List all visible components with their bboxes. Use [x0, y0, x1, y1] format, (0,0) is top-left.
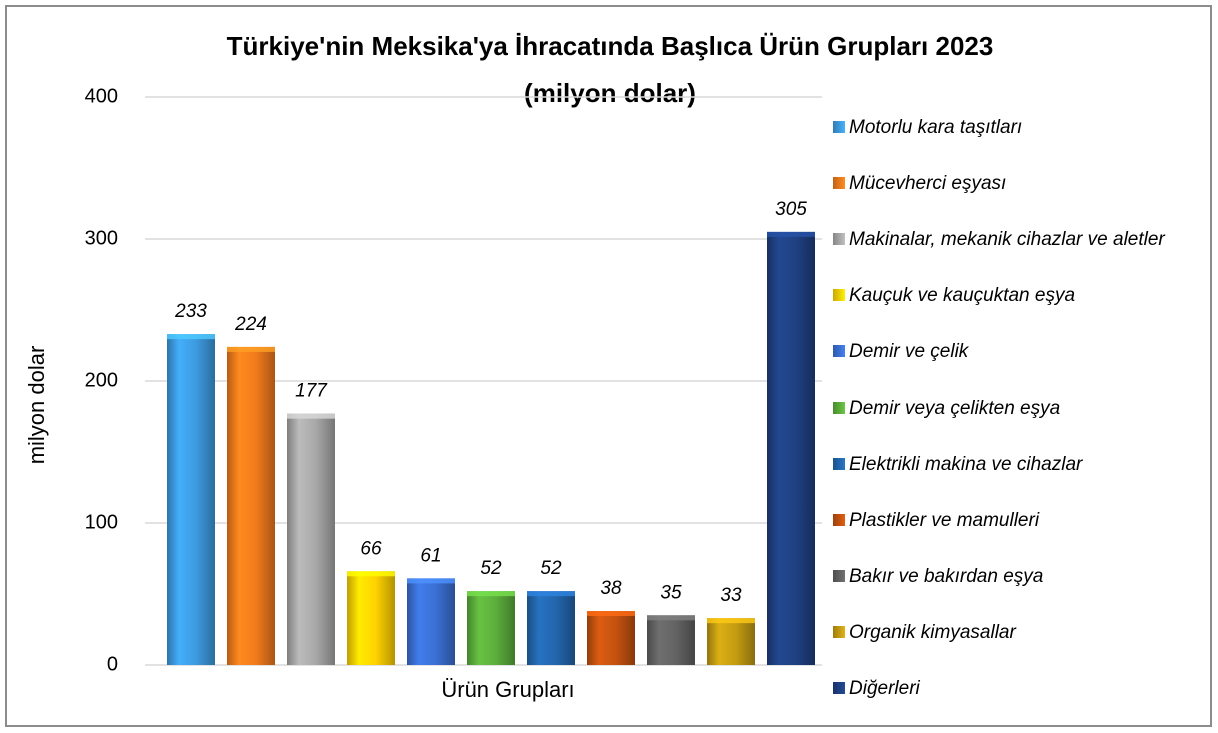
bar [347, 571, 395, 665]
legend-swatch [833, 121, 845, 133]
bar [227, 346, 275, 665]
y-tick-label: 400 [85, 85, 118, 107]
bar-top [287, 413, 335, 419]
data-label: 35 [660, 582, 682, 603]
bar [647, 615, 695, 665]
legend-label: Elektrikli makina ve cihazlar [849, 453, 1083, 475]
bar-top [767, 231, 815, 237]
bar-top [407, 578, 455, 584]
bar-top [347, 571, 395, 577]
data-label: 61 [420, 545, 441, 566]
y-tick-label: 0 [107, 653, 118, 675]
legend-label: Kauçuk ve kauçuktan eşya [849, 285, 1076, 307]
legend-label: Motorlu kara taşıtları [849, 117, 1023, 138]
y-tick-label: 200 [85, 369, 118, 391]
bar [467, 591, 515, 665]
bar-top [167, 334, 215, 340]
data-label: 66 [360, 538, 382, 559]
chart-title: Türkiye'nin Meksika'ya İhracatında Başlı… [227, 31, 994, 61]
bar [587, 611, 635, 665]
legend-swatch [833, 457, 845, 470]
legend-item: Makinalar, mekanik cihazlar ve aletler [833, 227, 1213, 252]
legend-label: Plastikler ve mamulleri [849, 509, 1040, 531]
bar-top [587, 611, 635, 617]
chart-subtitle: (milyon dolar) [524, 78, 696, 108]
legend-swatch [833, 513, 845, 526]
bar [527, 591, 575, 665]
bar-top [647, 615, 695, 621]
data-label: 52 [540, 558, 562, 579]
bar [707, 618, 755, 665]
legend-swatch [833, 289, 845, 302]
data-label: 224 [234, 314, 267, 335]
legend-item: Plastikler ve mamulleri [833, 508, 1213, 533]
legend-item: Demir veya çelikten eşya [833, 396, 1213, 421]
legend-swatch [833, 401, 845, 414]
legend-item: Motorlu kara taşıtları [833, 115, 1213, 140]
bar [167, 334, 215, 665]
legend-swatch [833, 625, 845, 638]
legend-swatch [833, 682, 845, 694]
legend-label: Bakır ve bakırdan eşya [849, 565, 1044, 587]
legend-item: Elektrikli makina ve cihazlar [833, 452, 1213, 477]
legend-swatch [833, 233, 845, 246]
y-axis-label: milyon dolar [24, 346, 49, 465]
x-axis-label: Ürün Grupları [441, 677, 574, 702]
legend-swatch [833, 569, 845, 582]
data-label: 38 [600, 578, 622, 599]
bar-top [227, 346, 275, 352]
legend-item: Kauçuk ve kauçuktan eşya [833, 283, 1213, 308]
data-label: 33 [720, 585, 742, 606]
legend-label: Organik kimyasallar [849, 621, 1016, 643]
legend-item: Organik kimyasallar [833, 620, 1213, 645]
y-tick-label: 300 [85, 227, 118, 249]
legend-swatch [833, 177, 845, 190]
bar [767, 231, 815, 665]
data-label: 305 [775, 199, 807, 220]
data-label: 52 [480, 558, 502, 579]
bar-top [467, 591, 515, 597]
legend-label: Diğerleri [849, 678, 920, 699]
legend-item: Diğerleri [833, 676, 1213, 701]
bar-top [707, 618, 755, 624]
bar [407, 578, 455, 665]
bar [287, 413, 335, 665]
y-tick-label: 100 [85, 511, 118, 533]
legend-item: Mücevherci eşyası [833, 171, 1213, 196]
legend-label: Mücevherci eşyası [849, 173, 1007, 195]
legend-label: Demir ve çelik [849, 341, 969, 363]
legend-label: Demir veya çelikten eşya [849, 397, 1061, 419]
legend-item: Demir ve çelik [833, 339, 1213, 364]
data-label: 177 [295, 381, 328, 402]
bar-top [527, 591, 575, 597]
data-label: 233 [174, 301, 207, 322]
legend-swatch [833, 345, 845, 358]
legend-label: Makinalar, mekanik cihazlar ve aletler [849, 229, 1165, 251]
legend-item: Bakır ve bakırdan eşya [833, 564, 1213, 589]
